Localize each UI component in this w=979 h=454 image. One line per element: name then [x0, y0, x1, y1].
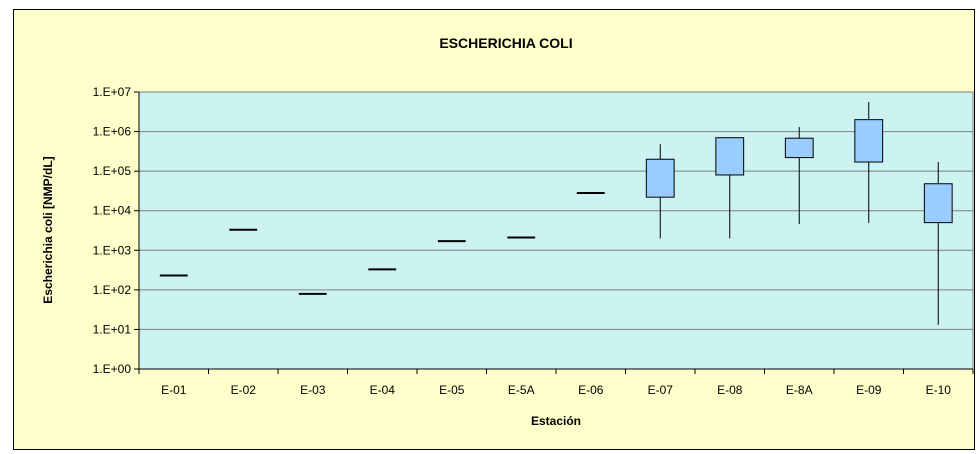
x-tick-label: E-05 [439, 383, 465, 397]
gridlines [139, 131, 973, 330]
x-tick-label: E-10 [926, 383, 952, 397]
box-rect [645, 158, 675, 198]
y-tick-label: 1.E+07 [93, 85, 132, 99]
box-e-09 [854, 101, 884, 223]
x-tick-label: E-01 [161, 383, 187, 397]
y-tick-label: 1.E+06 [93, 125, 132, 139]
x-tick-label: E-03 [300, 383, 326, 397]
y-tick-label: 1.E+05 [93, 164, 132, 178]
box-rect [923, 183, 953, 224]
x-tick-label: E-07 [648, 383, 674, 397]
box-e-8a [784, 127, 814, 225]
y-axis-title: Escherichia coli [NMP/dL] [41, 156, 55, 303]
x-axis-ticks: E-01 E-02 E-03 E-04 E-05 E-5A E-06 E-07 E-08 E-8A… [138, 92, 974, 397]
x-tick-label: E-8A [786, 383, 813, 397]
box-rect [854, 119, 884, 163]
x-axis-title: Estación [531, 414, 581, 428]
chart-title: ESCHERICHIA COLI [439, 35, 572, 51]
x-tick-label: E-5A [508, 383, 535, 397]
y-axis-ticks: 1.E+00 1.E+01 1.E+02 1.E+03 1.E+04 1.E+05 1.E+… [93, 85, 139, 376]
x-tick-label: E-04 [370, 383, 396, 397]
box-e-07 [645, 144, 675, 239]
x-tick-label: E-08 [717, 383, 743, 397]
box-e-08 [715, 137, 745, 239]
x-tick-label: E-09 [856, 383, 882, 397]
y-tick-label: 1.E+01 [93, 322, 132, 336]
box-rect [715, 137, 745, 176]
y-tick-label: 1.E+03 [93, 243, 132, 257]
x-tick-label: E-02 [231, 383, 257, 397]
y-tick-label: 1.E+04 [93, 204, 132, 218]
box-e-10 [923, 162, 953, 325]
x-tick-label: E-06 [578, 383, 604, 397]
y-tick-label: 1.E+00 [93, 362, 132, 376]
box-series [159, 101, 953, 325]
y-tick-label: 1.E+02 [93, 283, 132, 297]
plot-area [138, 91, 974, 370]
box-rect [784, 137, 814, 159]
